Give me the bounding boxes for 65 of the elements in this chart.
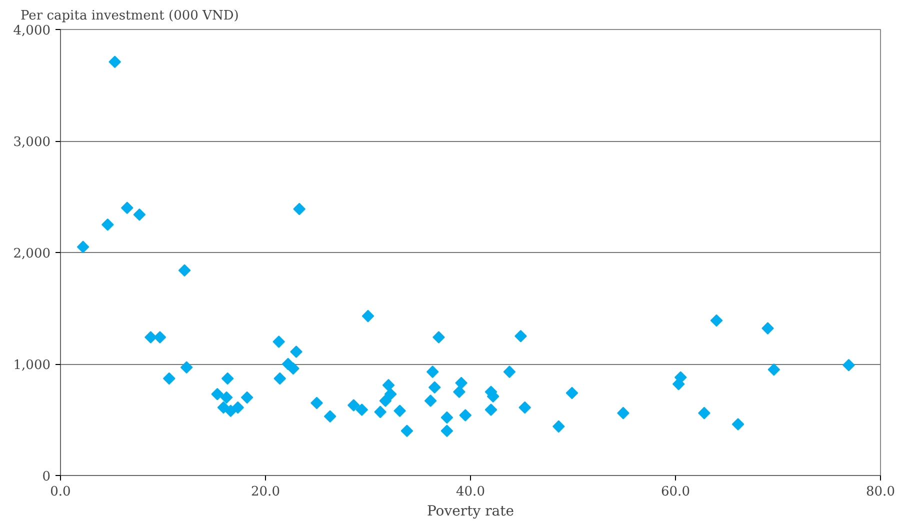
x-tick-label: 80.0 [866,484,895,500]
point [455,376,468,390]
point [240,391,254,404]
point [503,366,516,378]
point [426,366,439,378]
y-tick-label: 4,000 [13,24,50,38]
point [287,362,300,375]
point [394,404,406,417]
point [440,411,454,424]
point [440,424,454,438]
x-tick-label: 20.0 [251,484,280,500]
point [310,396,323,410]
point [762,322,774,334]
point [290,346,302,358]
point [221,372,234,385]
point [180,361,193,374]
point [842,358,855,372]
point [220,391,233,404]
y-tick-label: 0 [42,470,51,484]
point [400,424,414,438]
point [459,409,472,422]
point [178,264,191,276]
x-tick-label: 40.0 [456,484,485,500]
x-tick-label: 0.0 [50,484,71,500]
point [232,401,244,414]
y-axis-title: Per capita investment (000 VND) [20,8,239,24]
point [272,336,285,348]
point [133,208,146,221]
point [484,404,498,416]
point [566,386,578,400]
point [379,394,392,407]
point [428,381,441,394]
point [120,202,134,214]
point [518,401,531,414]
point [453,386,466,398]
point [76,240,90,254]
point [293,202,306,216]
point [347,399,360,412]
y-tick-label: 3,000 [13,135,50,150]
point [211,388,224,400]
point [698,406,710,420]
point [710,314,723,327]
point [617,406,630,420]
point [432,331,445,344]
point [424,394,437,407]
point [362,310,374,322]
y-tick-label: 1,000 [13,358,50,373]
point [324,410,336,423]
point [374,406,386,418]
point [768,363,780,376]
point [274,372,286,385]
point [382,379,395,392]
x-axis-title: Poverty rate [426,504,514,520]
y-tick-label: 2,000 [13,246,50,262]
point [101,218,114,231]
point [514,330,527,342]
point [162,372,176,385]
point [108,56,121,68]
point [144,331,157,344]
point [552,420,565,433]
point [154,331,166,344]
point [356,404,368,416]
x-tick-label: 60.0 [661,484,690,500]
point [732,418,744,430]
point [384,388,397,400]
